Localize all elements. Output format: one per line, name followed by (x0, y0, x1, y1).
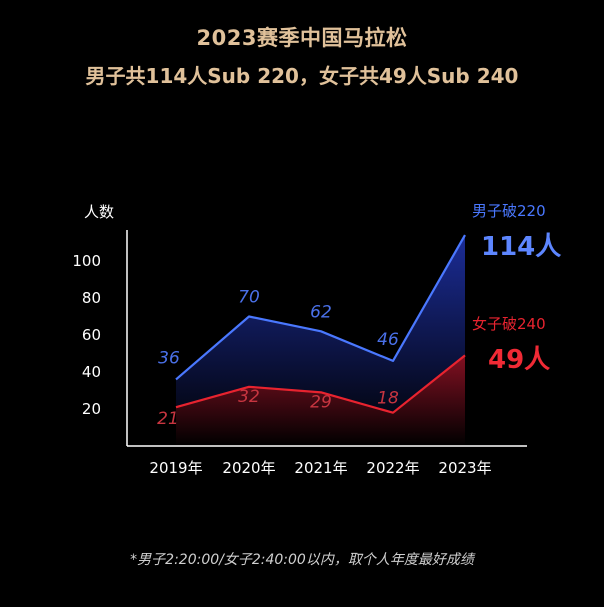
x-tick-label: 2020年 (222, 459, 275, 477)
y-tick-label: 100 (72, 252, 101, 270)
series-line-men (175, 234, 466, 381)
data-label-women: 18 (377, 389, 399, 409)
x-tick-label: 2023年 (438, 459, 491, 477)
series-area-women (176, 355, 465, 446)
data-label-men: 36 (158, 348, 180, 368)
y-tick-label: 20 (82, 400, 101, 418)
series-line-women (175, 354, 466, 414)
data-label-women: 32 (238, 387, 260, 407)
chart-subtitle: 男子共114人Sub 220，女子共49人Sub 240 (85, 64, 519, 88)
data-label-women: 29 (310, 392, 332, 412)
data-label-men: 62 (310, 302, 332, 322)
data-label-men: 70 (238, 288, 260, 308)
data-label-women: 21 (157, 409, 179, 429)
y-tick-label: 60 (82, 326, 101, 344)
legend-men-name: 男子破220 (472, 202, 546, 220)
legend-men-value: 114人 (481, 232, 562, 262)
x-tick-label: 2019年 (149, 459, 202, 477)
footnote: *男子2:20:00/女子2:40:00以内，取个人年度最好成绩 (130, 552, 474, 568)
legend-women-name: 女子破240 (472, 315, 546, 333)
x-tick-label: 2022年 (366, 459, 419, 477)
y-tick-label: 80 (82, 289, 101, 307)
legend-women-value: 49人 (488, 345, 551, 375)
chart-title: 2023赛季中国马拉松 (196, 26, 408, 50)
y-axis-label: 人数 (84, 203, 115, 221)
x-tick-label: 2021年 (294, 459, 347, 477)
y-tick-label: 40 (82, 363, 101, 381)
data-label-men: 46 (377, 330, 399, 350)
